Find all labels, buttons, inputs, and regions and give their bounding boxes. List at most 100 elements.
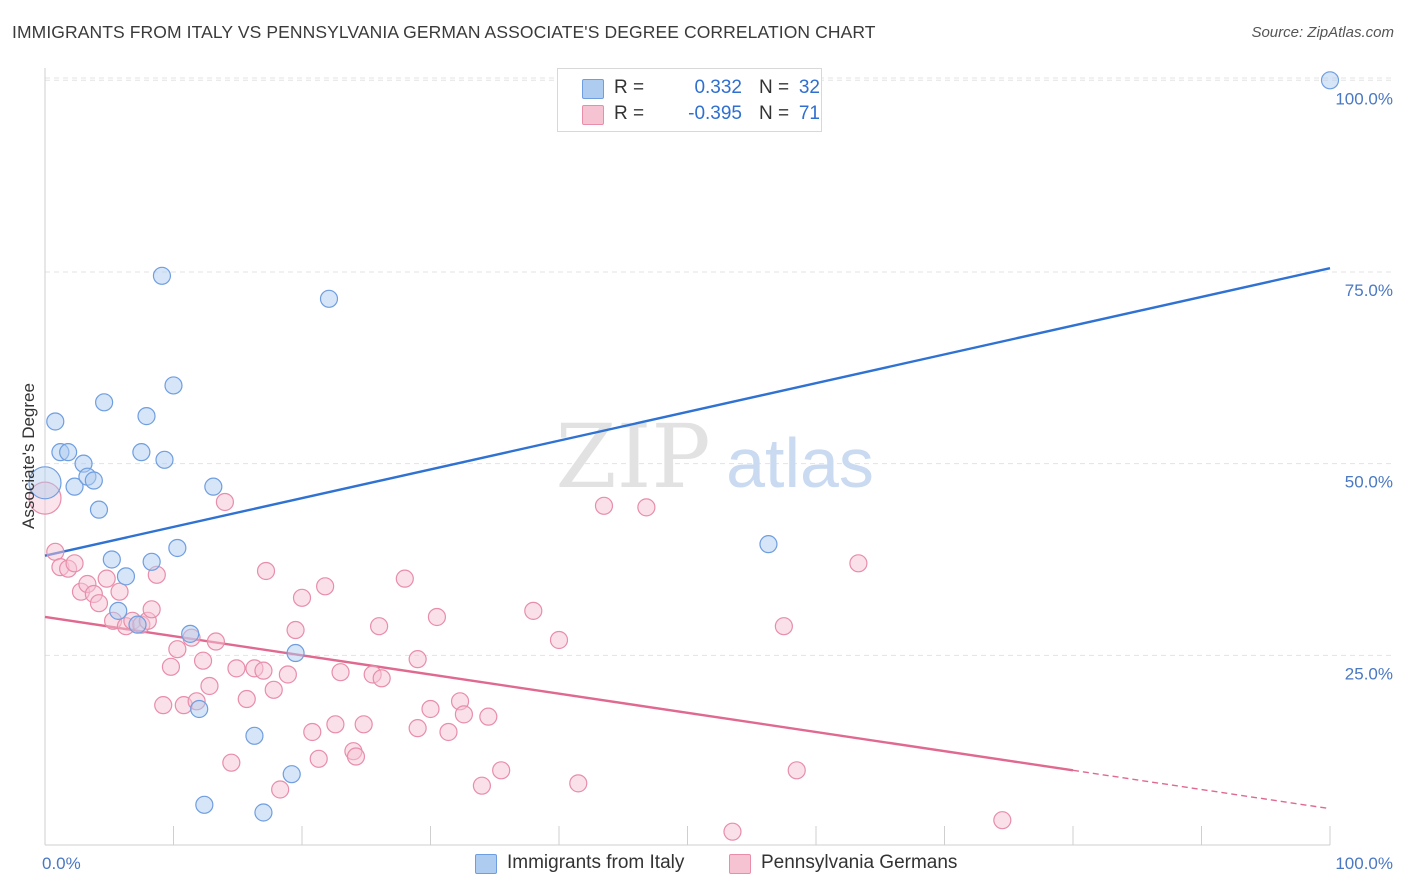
point-immigrants-italy [282,765,301,784]
point-immigrants-italy [195,795,214,814]
point-immigrants-italy [152,266,172,285]
point-pennsylvania-germans [168,640,187,659]
bottom-legend-swatch-pa-germans [729,854,751,874]
point-pennsylvania-germans [154,696,173,715]
axis-layer: 25.0% 50.0% 75.0% 100.0% 0.0% 100.0% [42,68,1393,873]
point-pennsylvania-germans [524,601,543,620]
bottom-legend-label-pa-germans: Pennsylvania Germans [761,852,958,873]
point-pennsylvania-germans [787,761,806,780]
point-pennsylvania-germans [427,607,447,627]
legend-swatch-pa-germans [582,105,604,125]
point-pennsylvania-germans [408,719,427,738]
point-pennsylvania-germans [594,496,614,515]
legend-n-value: 71 [798,103,820,124]
legend-r-value: 0.332 [694,77,742,98]
point-pennsylvania-germans [227,659,246,678]
point-immigrants-italy [116,567,136,586]
point-pennsylvania-germans [215,492,234,512]
point-immigrants-italy [46,412,65,431]
point-pennsylvania-germans [142,600,161,619]
point-pennsylvania-germans [286,620,305,640]
point-pennsylvania-germans [723,822,742,841]
y-tick-label: 100.0% [1335,89,1393,108]
trend-line-pa-germans-extension [1072,769,1331,810]
trend-layer [44,266,1331,810]
point-immigrants-italy [1320,71,1340,90]
point-pennsylvania-germans [89,594,109,613]
point-immigrants-italy [128,615,147,634]
point-immigrants-italy [181,624,200,643]
legend-swatch-italy [582,79,604,99]
y-tick-label: 25.0% [1345,664,1393,683]
point-immigrants-italy [65,477,84,496]
point-pennsylvania-germans [254,661,273,680]
watermark-atlas: atlas [726,424,874,502]
point-pennsylvania-germans [237,689,256,709]
point-pennsylvania-germans [292,588,312,607]
watermark-zip: ZIP [555,405,710,508]
trend-line-italy [44,266,1331,557]
point-pennsylvania-germans [110,582,129,601]
legend-n-label: N = [759,103,790,124]
point-pennsylvania-germans [454,705,474,724]
point-immigrants-italy [204,477,223,496]
point-immigrants-italy [84,471,103,490]
point-immigrants-italy [109,601,128,620]
point-pennsylvania-germans [395,569,414,588]
point-pennsylvania-germans [372,669,391,688]
legend-n-label: N = [759,77,790,98]
point-pennsylvania-germans [309,749,328,768]
point-pennsylvania-germans [421,699,440,719]
point-immigrants-italy [95,393,114,412]
legend-n-value: 32 [798,77,820,98]
point-pennsylvania-germans [331,663,350,682]
point-immigrants-italy [59,443,78,462]
point-pennsylvania-germans [65,554,84,573]
point-pennsylvania-germans [439,722,458,742]
point-pennsylvania-germans [849,554,868,573]
point-pennsylvania-germans [370,617,389,636]
pennsylvania-germans-points [28,481,1012,841]
point-pennsylvania-germans [569,774,588,793]
legend-r-value: -0.395 [688,103,742,124]
point-pennsylvania-germans [256,561,276,581]
point-immigrants-italy [137,407,156,426]
watermark-layer: ZIP atlas [555,405,874,508]
point-pennsylvania-germans [97,569,116,588]
point-immigrants-italy [132,443,151,462]
point-immigrants-italy [89,500,109,519]
point-pennsylvania-germans [193,651,213,670]
point-pennsylvania-germans [354,715,373,734]
point-pennsylvania-germans [303,722,322,742]
point-pennsylvania-germans [637,498,656,517]
legend-r-label: R = [614,103,645,124]
grid-layer [45,77,1395,656]
legend-r-label: R = [614,77,645,98]
immigrants-italy-points [28,71,1340,822]
point-pennsylvania-germans [993,811,1012,830]
x-tick-label-min: 0.0% [42,854,81,873]
correlation-legend: R = 0.332 N = 32 R = -0.395 N = 71 [557,68,822,132]
point-pennsylvania-germans [479,707,498,726]
chart-title: IMMIGRANTS FROM ITALY VS PENNSYLVANIA GE… [12,22,876,42]
point-immigrants-italy [190,699,209,719]
point-pennsylvania-germans [316,577,335,596]
bottom-legend-label-italy: Immigrants from Italy [507,852,685,873]
point-pennsylvania-germans [264,680,283,699]
bottom-legend-swatch-italy [475,854,497,874]
point-immigrants-italy [102,550,121,569]
point-pennsylvania-germans [28,481,62,515]
point-pennsylvania-germans [774,617,793,636]
point-pennsylvania-germans [222,753,241,772]
point-pennsylvania-germans [408,650,427,669]
point-pennsylvania-germans [200,676,219,696]
y-tick-label: 75.0% [1345,281,1393,300]
point-pennsylvania-germans [472,776,491,795]
point-pennsylvania-germans [326,715,345,734]
point-immigrants-italy [168,538,187,558]
point-immigrants-italy [245,726,264,745]
point-pennsylvania-germans [278,665,297,684]
point-immigrants-italy [254,803,273,822]
point-immigrants-italy [155,450,174,469]
